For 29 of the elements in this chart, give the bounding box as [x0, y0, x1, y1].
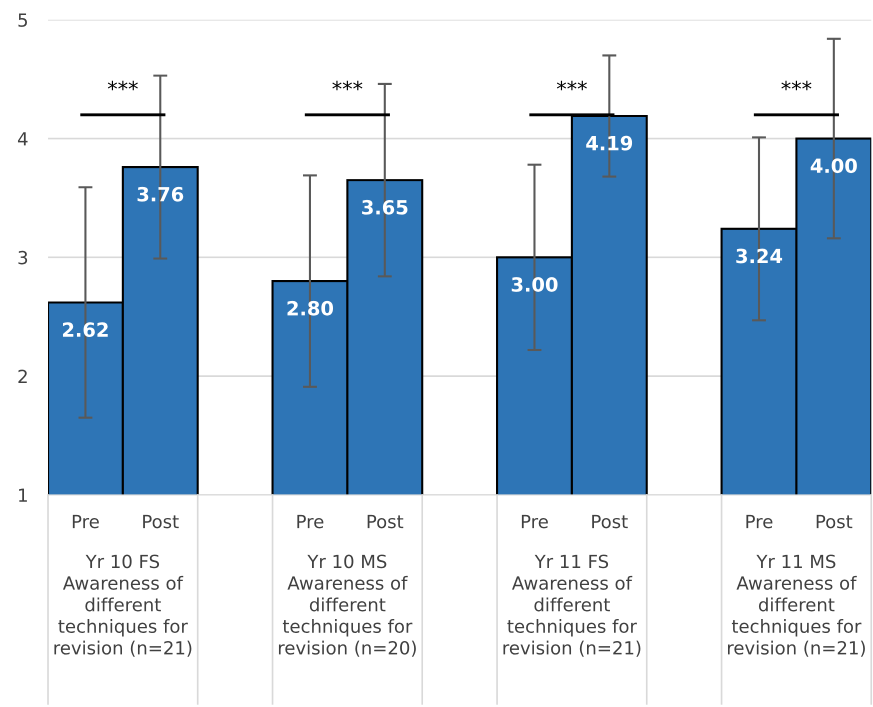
x-tick-label: Post [368, 514, 404, 528]
data-label: 3.24 [736, 248, 782, 264]
data-label: 3.65 [362, 200, 408, 215]
data-label: 2.80 [288, 300, 334, 316]
x-tick-label: Pre [72, 514, 99, 528]
text: Yr 11 MS Awareness of different techniques for revision (n=21) [728, 554, 865, 657]
text: Yr 11 FS Awareness of different techniques for revision (n=21) [503, 554, 640, 657]
annotation: *** [781, 80, 812, 90]
y-tick-label: 5 [18, 13, 27, 27]
x-tick-label: Post [816, 514, 852, 528]
x-tick-label: Pre [746, 514, 772, 528]
y-tick-label: 4 [18, 132, 28, 146]
x-tick-label: Post [592, 514, 628, 528]
text: Yr 10 MS Awareness of different techniques for revision (n=20) [278, 554, 416, 657]
y-tick-label: 3 [18, 250, 28, 264]
y-tick-label: 2 [18, 370, 27, 383]
data-label: 4.00 [810, 158, 857, 174]
y-tick-label: 1 [19, 488, 27, 502]
data-label: 2.62 [62, 322, 108, 337]
annotation: *** [108, 80, 138, 90]
annotation: *** [332, 80, 362, 90]
x-tick-label: Pre [297, 514, 324, 528]
annotation: *** [556, 80, 587, 90]
x-tick-label: Post [143, 514, 179, 528]
data-label: 3.00 [512, 277, 558, 292]
data-label: 3.76 [138, 186, 184, 202]
text: Yr 10 FS Awareness of different techniques for revision (n=21) [54, 554, 192, 657]
x-tick-label: Pre [522, 514, 548, 528]
data-label: 4.19 [586, 136, 632, 150]
